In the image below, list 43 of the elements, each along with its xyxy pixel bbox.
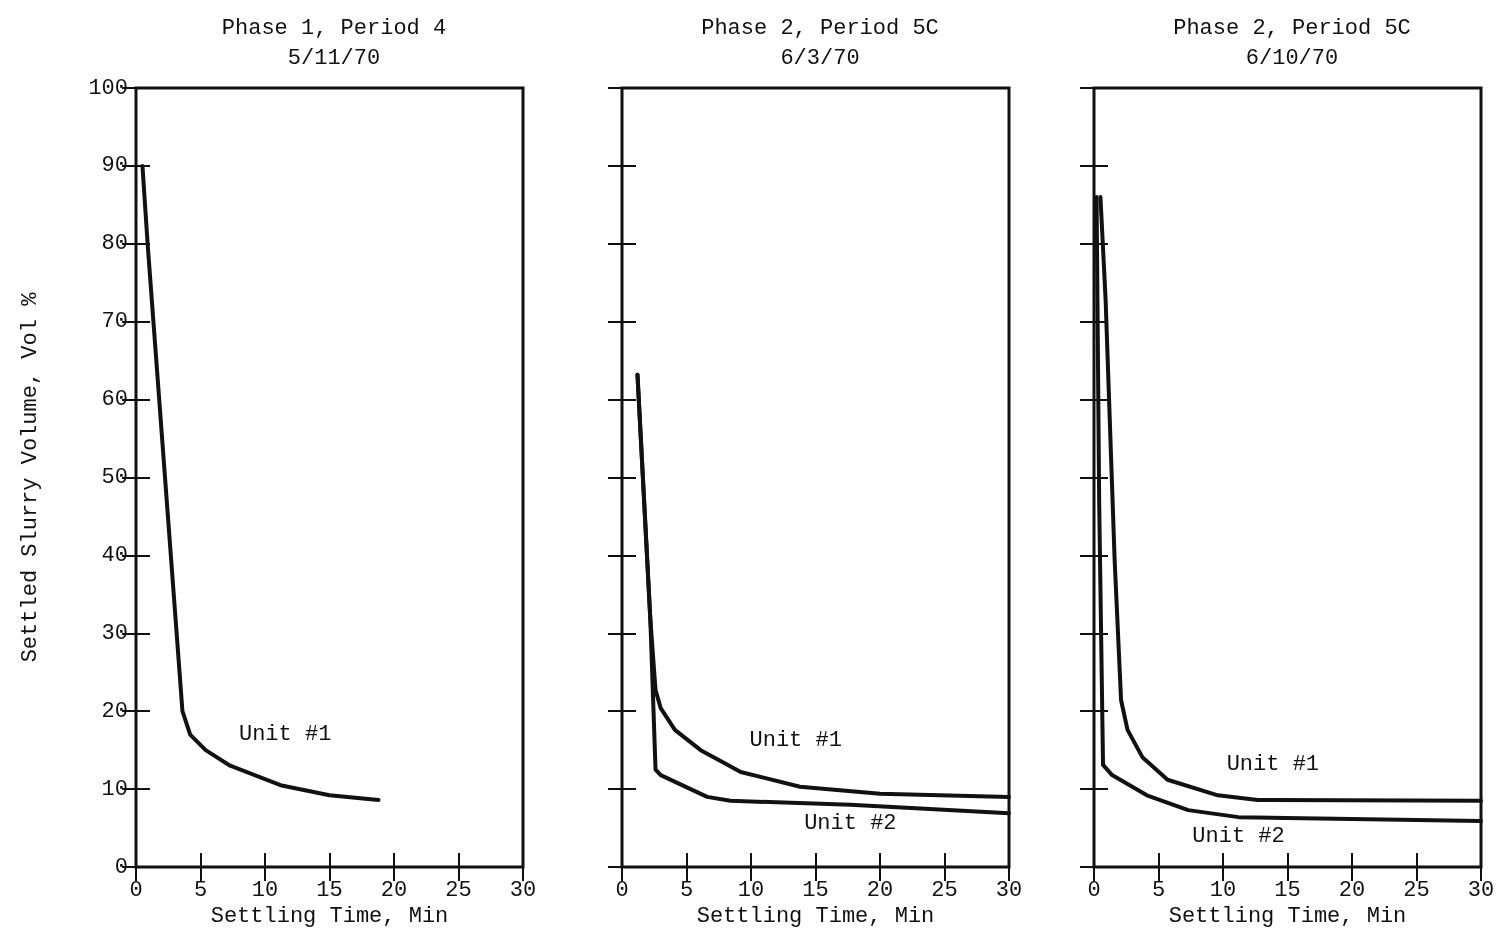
chart-title: Phase 2, Period 5C 6/3/70 bbox=[701, 15, 939, 71]
x-tick-label: 15 bbox=[316, 877, 343, 903]
x-tick-label: 5 bbox=[193, 877, 208, 903]
x-tick-label: 5 bbox=[679, 877, 694, 903]
y-tick-label: 90 bbox=[101, 153, 128, 179]
series-label: Unit #2 bbox=[804, 811, 897, 837]
x-tick-label: 25 bbox=[1403, 877, 1430, 903]
x-tick-label: 10 bbox=[737, 877, 765, 903]
x-axis-title: Settling Time, Min bbox=[1168, 904, 1407, 930]
chart-title: Phase 1, Period 4 5/11/70 bbox=[221, 15, 447, 71]
x-tick-label: 5 bbox=[1151, 877, 1166, 903]
x-tick-label: 20 bbox=[380, 877, 408, 903]
series-label: Unit #1 bbox=[1226, 751, 1320, 777]
y-tick-label: 60 bbox=[101, 387, 128, 413]
series-label: Unit #1 bbox=[238, 722, 332, 748]
x-tick-label: 15 bbox=[802, 877, 829, 903]
y-tick-label: 70 bbox=[101, 309, 128, 335]
chart-title: Phase 2, Period 5C 6/10/70 bbox=[1173, 15, 1411, 71]
y-tick-label: 10 bbox=[101, 776, 128, 802]
y-tick-label: 20 bbox=[101, 698, 128, 724]
y-tick-label: 50 bbox=[101, 465, 128, 490]
x-tick-label: 25 bbox=[931, 877, 958, 903]
series-label: Unit #2 bbox=[1192, 823, 1285, 849]
y-tick-label: 100 bbox=[88, 75, 128, 101]
x-tick-label: 0 bbox=[1087, 877, 1101, 903]
y-axis-title: Settled Slurry Volume, Vol % bbox=[17, 291, 43, 663]
x-axis-title: Settling Time, Min bbox=[696, 904, 935, 930]
x-tick-label: 15 bbox=[1274, 877, 1301, 903]
x-tick-label: 20 bbox=[866, 877, 894, 903]
x-tick-label: 0 bbox=[615, 877, 629, 903]
x-tick-label: 10 bbox=[251, 877, 279, 903]
y-tick-label: 0 bbox=[114, 854, 128, 880]
y-tick-label: 40 bbox=[101, 542, 128, 568]
y-tick-label: 80 bbox=[101, 231, 128, 257]
series-label: Unit #1 bbox=[749, 728, 842, 754]
x-tick-label: 30 bbox=[1467, 877, 1495, 903]
x-axis-title: Settling Time, Min bbox=[210, 904, 449, 930]
x-tick-label: 30 bbox=[509, 877, 537, 903]
x-tick-label: 25 bbox=[445, 877, 472, 903]
y-tick-label: 30 bbox=[101, 620, 128, 646]
x-tick-label: 10 bbox=[1209, 877, 1237, 903]
x-tick-label: 20 bbox=[1338, 877, 1366, 903]
x-tick-label: 30 bbox=[995, 877, 1023, 903]
